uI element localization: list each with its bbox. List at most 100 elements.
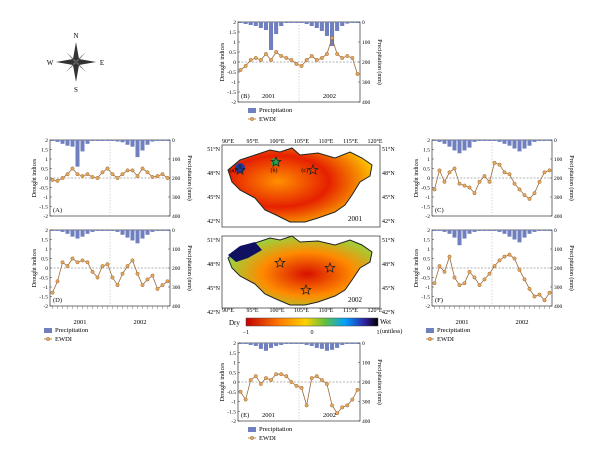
precip-bar bbox=[100, 230, 105, 231]
ewdi-point bbox=[355, 387, 360, 392]
map-lat-labels-left-2001: 51°N 48°N 45°N 42°N bbox=[207, 146, 220, 225]
precip-bar bbox=[269, 22, 274, 50]
left-tick-label: -0.5 bbox=[39, 186, 48, 192]
precip-bar bbox=[95, 230, 100, 231]
precip-bar bbox=[115, 230, 120, 232]
left-tick-label: 2 bbox=[233, 20, 236, 26]
lon-label: 110°E bbox=[319, 138, 334, 145]
precip-bar bbox=[90, 230, 95, 232]
left-tick-label: -1.5 bbox=[227, 409, 236, 415]
ewdi-point bbox=[340, 405, 345, 410]
ewdi-point bbox=[477, 179, 482, 184]
precip-bar bbox=[85, 140, 90, 144]
right-tick-label: 400 bbox=[172, 304, 181, 310]
precip-bar bbox=[165, 230, 170, 231]
left-tick-label: 2 bbox=[45, 138, 48, 144]
left-tick-label: -1 bbox=[43, 285, 48, 291]
color-scale-min: −1 bbox=[243, 330, 249, 336]
precip-bar bbox=[238, 343, 243, 344]
precip-bar bbox=[319, 22, 324, 31]
right-tick-label: 0 bbox=[362, 341, 365, 347]
precip-bar bbox=[457, 140, 462, 154]
precip-bar bbox=[165, 140, 170, 141]
left-tick-label: 0.5 bbox=[229, 370, 236, 376]
precip-bar bbox=[517, 230, 522, 243]
ewdi-point bbox=[437, 168, 442, 173]
precip-bar bbox=[253, 22, 258, 26]
precip-bar bbox=[477, 140, 482, 141]
right-tick-label: 100 bbox=[172, 247, 181, 253]
ewdi-point bbox=[100, 170, 105, 175]
precip-bar bbox=[248, 343, 253, 345]
precip-bar bbox=[452, 140, 457, 151]
ewdi-point bbox=[269, 58, 273, 62]
precip-bar bbox=[248, 22, 253, 25]
right-tick-label: 400 bbox=[362, 100, 371, 106]
map-2001-year: 2001 bbox=[348, 215, 363, 223]
lat-label: 45°N bbox=[207, 194, 220, 201]
legend-precip-swatch bbox=[426, 328, 434, 333]
precip-bar bbox=[502, 140, 507, 144]
left-tick-label: 0.5 bbox=[423, 167, 430, 173]
precip-bar bbox=[70, 230, 75, 237]
ewdi-point bbox=[547, 168, 552, 173]
ewdi-point bbox=[335, 52, 340, 56]
lon-label: 95°E bbox=[246, 307, 258, 314]
precip-bar bbox=[120, 230, 125, 235]
precip-bar bbox=[253, 343, 258, 346]
precip-bar bbox=[350, 343, 355, 344]
ewdi-point bbox=[345, 54, 350, 58]
lat-label: 42°N bbox=[207, 218, 220, 225]
lat-label: 45°N bbox=[382, 194, 395, 201]
ewdi-point bbox=[294, 62, 299, 66]
precip-bar bbox=[487, 140, 492, 141]
left-tick-label: 1 bbox=[427, 157, 430, 163]
precip-bar bbox=[492, 140, 497, 141]
precip-bar bbox=[527, 140, 532, 146]
compass-w-label: W bbox=[47, 59, 54, 67]
precip-bar bbox=[65, 230, 70, 234]
precip-bar bbox=[274, 343, 279, 346]
ewdi-point bbox=[467, 269, 472, 274]
ewdi-point bbox=[512, 256, 517, 261]
legend-precip-label: Precipitation bbox=[55, 327, 89, 334]
legend-precip-swatch bbox=[44, 328, 52, 333]
precip-bar bbox=[314, 343, 319, 348]
right-tick-label: 400 bbox=[362, 419, 371, 425]
ewdi-point bbox=[452, 166, 457, 171]
legend-precip-swatch bbox=[248, 427, 256, 432]
map-2002: 2002 90°E 95°E 100°E 105°E 110°E 115°E 120°E 5… bbox=[207, 235, 395, 316]
left-tick-label: -0.5 bbox=[227, 70, 236, 76]
lat-label: 48°N bbox=[382, 170, 395, 177]
precip-bar bbox=[50, 140, 55, 141]
precip-bar bbox=[95, 140, 100, 141]
ewdi-point bbox=[284, 56, 289, 60]
y2-axis-label: Precipitation (mm) bbox=[186, 155, 193, 201]
right-tick-label: 0 bbox=[362, 20, 365, 26]
map-2002-year: 2002 bbox=[348, 296, 363, 304]
map-2002-mongolia-shape bbox=[227, 235, 373, 306]
lon-label: 110°E bbox=[319, 307, 334, 314]
left-tick-label: -1 bbox=[43, 195, 48, 201]
left-tick-label: 1.5 bbox=[229, 30, 236, 36]
ewdi-point bbox=[350, 397, 355, 402]
precip-bar bbox=[442, 230, 447, 232]
precip-bar bbox=[522, 140, 527, 149]
precip-bar bbox=[55, 140, 60, 142]
precip-bar bbox=[537, 230, 542, 231]
panel-letter: (E) bbox=[241, 412, 249, 419]
left-tick-label: 0 bbox=[427, 176, 430, 182]
precip-bar bbox=[279, 22, 284, 26]
left-tick-label: 0 bbox=[427, 266, 430, 272]
ewdi-point bbox=[238, 389, 243, 394]
ewdi-point bbox=[482, 277, 487, 282]
precip-bar bbox=[263, 22, 268, 30]
lon-label: 95°E bbox=[246, 138, 258, 145]
ewdi-point bbox=[150, 273, 155, 278]
precip-bar bbox=[319, 343, 324, 349]
y-axis-label: Drought indices bbox=[32, 158, 38, 197]
precip-bar bbox=[100, 140, 105, 141]
precip-bar bbox=[243, 22, 248, 24]
precip-bar bbox=[258, 343, 263, 349]
